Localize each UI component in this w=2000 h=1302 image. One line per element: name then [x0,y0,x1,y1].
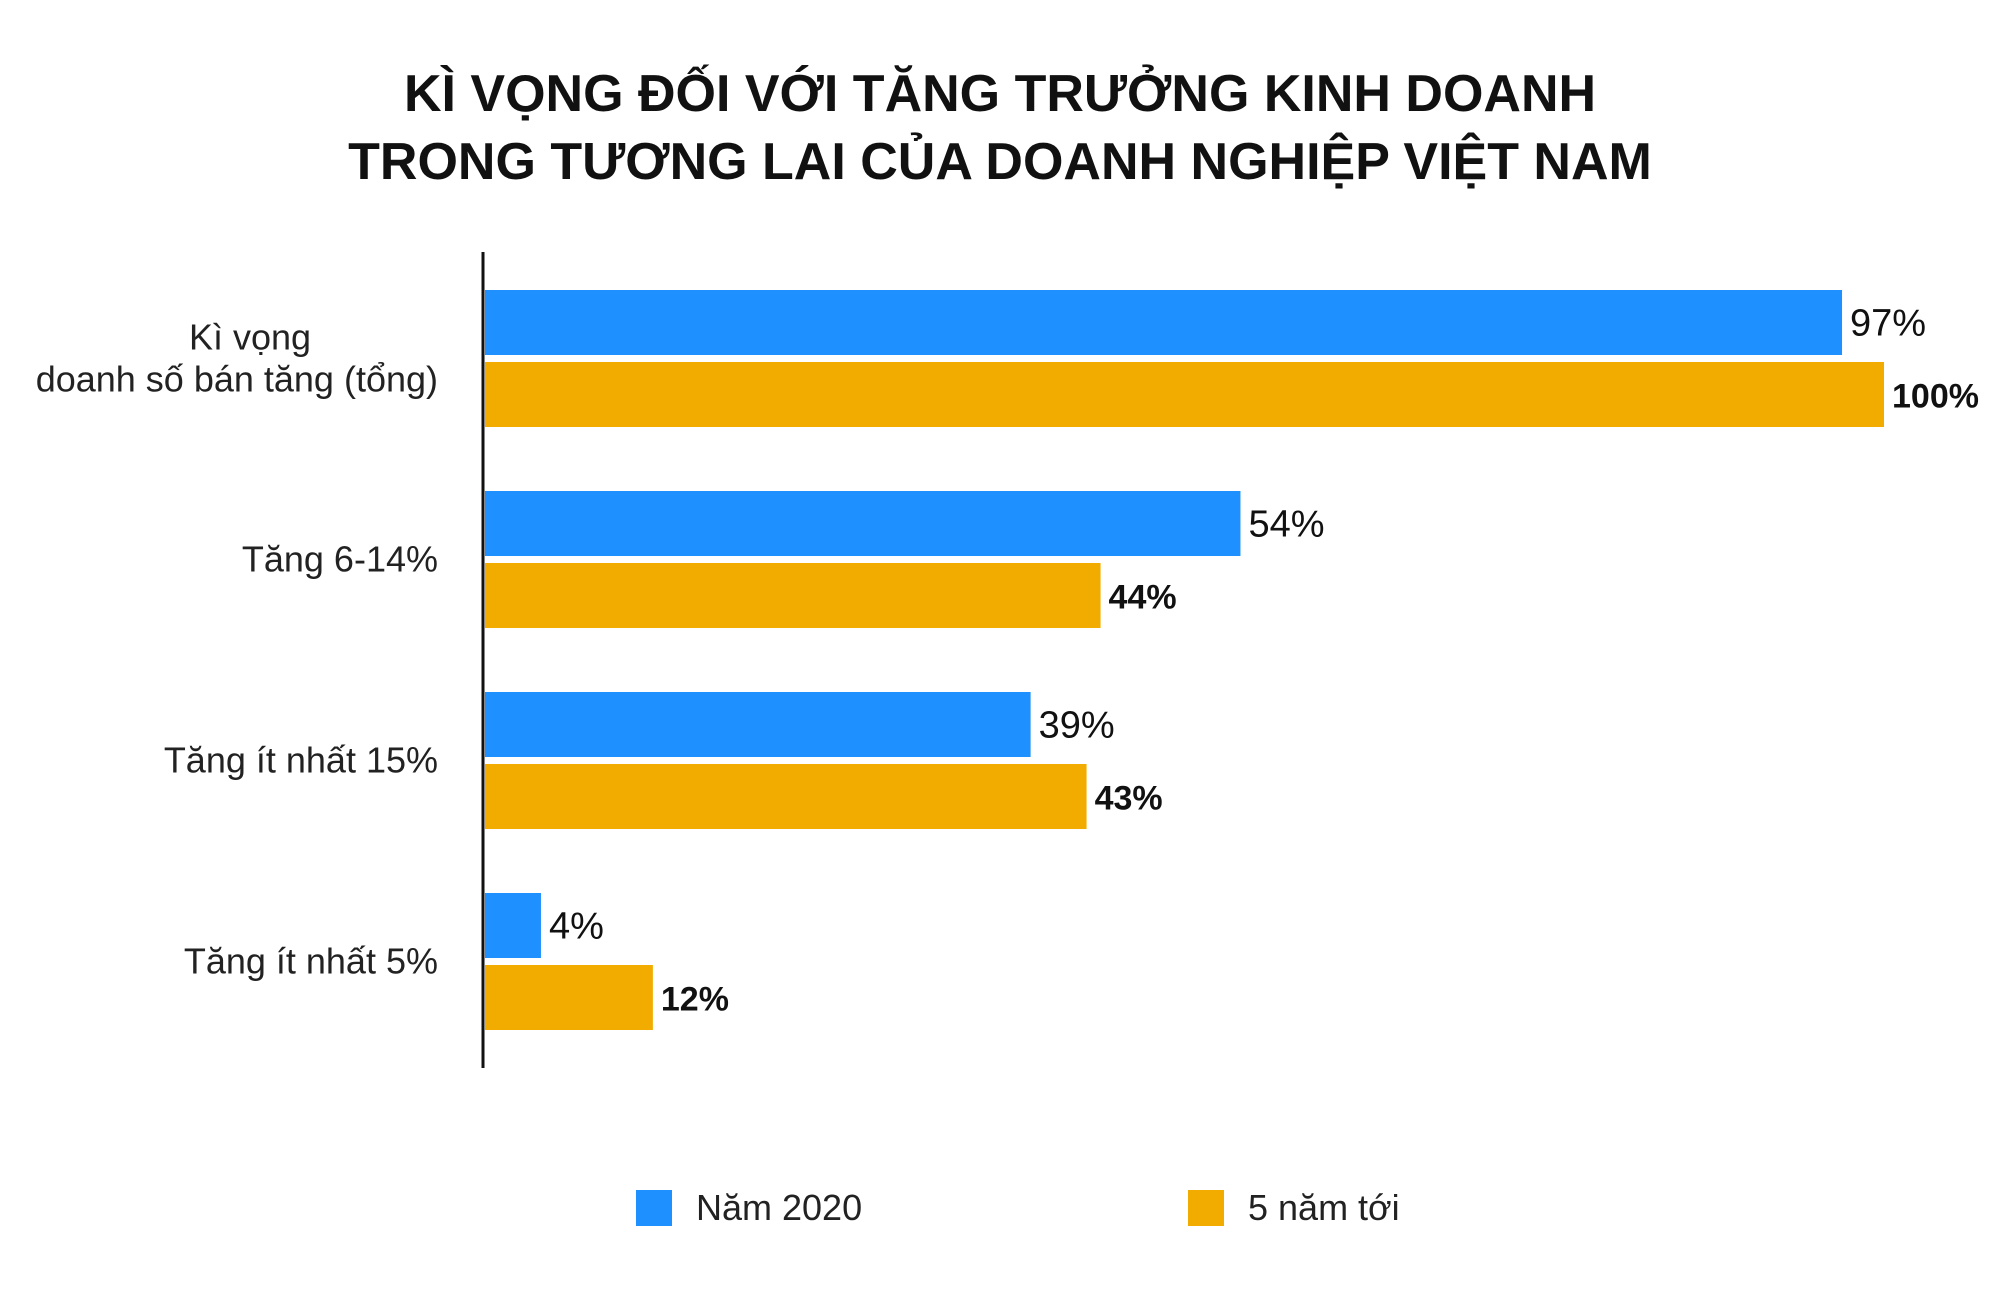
category-label: Kì vọng doanh số bán tăng (tổng) [36,317,438,400]
bar-value-label: 39% [1039,705,1115,747]
bar-value-label: 44% [1109,579,1177,617]
legend-item-series-2: 5 năm tới [1188,1187,1400,1228]
legend-swatch-series-1 [636,1190,672,1226]
value-labels: 97% 100% 54% 44% 39% 43% 4% 12% [549,303,1979,1019]
bar-series-1 [485,491,1241,556]
category-label-line: Kì vọng [189,317,311,358]
bar-series-1 [485,692,1031,757]
legend-label-series-1: Năm 2020 [696,1187,863,1228]
legend-swatch-series-2 [1188,1190,1224,1226]
category-label-line: doanh số bán tăng (tổng) [36,359,438,400]
bar-value-label: 54% [1248,504,1324,546]
legend-label-series-2: 5 năm tới [1248,1187,1400,1228]
bar-series-2 [485,362,1884,427]
chart-title-line-1: KÌ VỌNG ĐỐI VỚI TĂNG TRƯỞNG KINH DOANH [403,65,1597,123]
bar-value-label: 100% [1892,378,1979,416]
chart-title-line-2: TRONG TƯƠNG LAI CỦA DOANH NGHIỆP VIỆT NA… [348,133,1652,191]
category-label: Tăng ít nhất 5% [184,941,438,982]
category-label-line: Tăng ít nhất 5% [184,941,438,982]
bar-value-label: 97% [1850,303,1926,345]
bar-series-2 [485,764,1087,829]
category-label: Tăng 6-14% [242,539,438,580]
legend-item-series-1: Năm 2020 [636,1187,863,1228]
chart-title: KÌ VỌNG ĐỐI VỚI TĂNG TRƯỞNG KINH DOANH T… [0,60,2000,196]
category-labels: Kì vọng doanh số bán tăng (tổng) Tăng 6-14… [36,317,438,982]
bar-series-1 [485,290,1843,355]
bars [485,290,1884,1030]
bar-series-2 [485,563,1101,628]
category-label: Tăng ít nhất 15% [164,740,438,781]
bar-value-label: 4% [549,906,604,948]
bar-value-label: 43% [1095,780,1163,818]
bar-value-label: 12% [661,981,729,1019]
bar-series-2 [485,965,653,1030]
bar-series-1 [485,893,541,958]
category-label-line: Tăng 6-14% [242,539,438,580]
category-label-line: Tăng ít nhất 15% [164,740,438,781]
